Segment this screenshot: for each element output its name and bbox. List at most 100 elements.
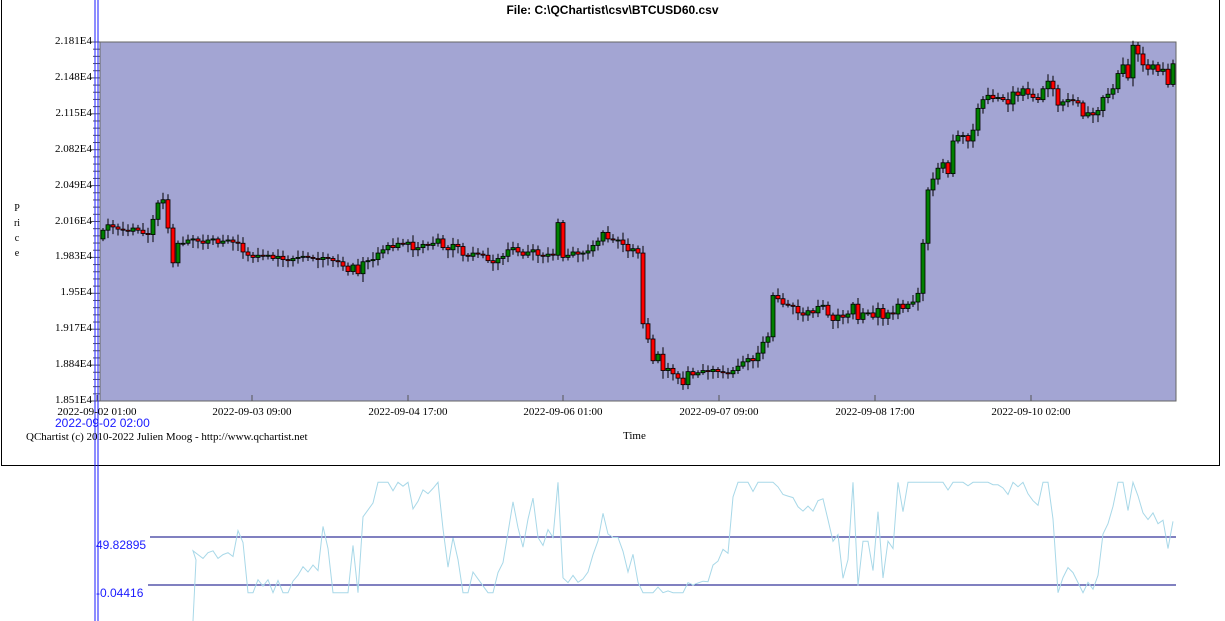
candle-down[interactable] — [680, 377, 686, 386]
candle-down[interactable] — [800, 312, 806, 316]
candle-down[interactable] — [125, 229, 131, 232]
candle-up[interactable] — [375, 252, 381, 260]
candle-up[interactable] — [470, 252, 476, 257]
candle-down[interactable] — [620, 239, 626, 245]
candle-up[interactable] — [985, 94, 991, 101]
candle-up[interactable] — [565, 254, 571, 258]
candle-down[interactable] — [1165, 68, 1171, 85]
candle-up[interactable] — [685, 371, 691, 386]
candle-down[interactable] — [535, 249, 541, 256]
candle-up[interactable] — [495, 258, 501, 264]
candle-up[interactable] — [395, 242, 401, 249]
candle-up[interactable] — [370, 259, 376, 262]
candle-up[interactable] — [320, 256, 326, 260]
candle-up[interactable] — [545, 253, 551, 257]
candle-down[interactable] — [855, 303, 861, 320]
candle-up[interactable] — [895, 303, 901, 315]
candle-down[interactable] — [355, 264, 361, 275]
candle-down[interactable] — [335, 260, 341, 263]
candle-up[interactable] — [860, 312, 866, 320]
candle-down[interactable] — [270, 254, 276, 259]
candle-down[interactable] — [235, 241, 241, 244]
candle-up[interactable] — [405, 241, 411, 245]
candle-up[interactable] — [430, 242, 436, 246]
candle-up[interactable] — [1160, 68, 1166, 72]
candle-up[interactable] — [385, 245, 391, 251]
candle-down[interactable] — [195, 238, 201, 242]
candle-down[interactable] — [440, 238, 446, 249]
candle-up[interactable] — [1100, 97, 1106, 111]
candle-up[interactable] — [505, 249, 511, 257]
candle-down[interactable] — [460, 246, 466, 256]
candle-up[interactable] — [100, 229, 106, 240]
candle-down[interactable] — [250, 254, 256, 258]
candle-up[interactable] — [190, 238, 196, 241]
candle-up[interactable] — [850, 303, 856, 315]
candle-up[interactable] — [740, 361, 746, 367]
candle-up[interactable] — [845, 313, 851, 318]
candle-down[interactable] — [640, 252, 646, 325]
candle-down[interactable] — [465, 254, 471, 257]
candle-up[interactable] — [1095, 110, 1101, 116]
candle-up[interactable] — [1170, 63, 1176, 85]
candle-up[interactable] — [360, 261, 366, 275]
candle-up[interactable] — [955, 135, 961, 142]
candle-down[interactable] — [280, 255, 286, 260]
candle-down[interactable] — [1000, 97, 1006, 101]
candle-up[interactable] — [920, 242, 926, 294]
candle-down[interactable] — [790, 304, 796, 307]
candle-up[interactable] — [380, 249, 386, 254]
candle-up[interactable] — [265, 254, 271, 257]
candle-up[interactable] — [980, 99, 986, 109]
candle-up[interactable] — [295, 256, 301, 259]
candle-up[interactable] — [1045, 80, 1051, 90]
candle-down[interactable] — [780, 298, 786, 305]
candle-down[interactable] — [650, 338, 656, 362]
candle-down[interactable] — [475, 252, 481, 255]
candle-down[interactable] — [705, 370, 711, 373]
candle-down[interactable] — [330, 258, 336, 262]
candle-up[interactable] — [1130, 44, 1136, 79]
candle-up[interactable] — [1040, 88, 1046, 101]
candle-up[interactable] — [925, 189, 931, 244]
candle-down[interactable] — [480, 253, 486, 256]
candle-up[interactable] — [255, 254, 261, 258]
candle-up[interactable] — [530, 249, 536, 253]
candle-down[interactable] — [540, 254, 546, 257]
candle-up[interactable] — [275, 255, 281, 259]
candle-up[interactable] — [695, 372, 701, 376]
candle-down[interactable] — [400, 242, 406, 245]
candle-down[interactable] — [810, 310, 816, 314]
candle-up[interactable] — [910, 301, 916, 305]
candle-up[interactable] — [930, 178, 936, 191]
candle-up[interactable] — [815, 305, 821, 314]
candle-up[interactable] — [745, 358, 751, 363]
candle-down[interactable] — [515, 247, 521, 253]
candle-up[interactable] — [960, 135, 966, 137]
candle-down[interactable] — [305, 255, 311, 258]
candle-down[interactable] — [345, 265, 351, 272]
candle-down[interactable] — [690, 371, 696, 376]
plot-area[interactable] — [99, 41, 1177, 402]
candle-up[interactable] — [220, 240, 226, 244]
candle-down[interactable] — [1005, 99, 1011, 105]
candle-up[interactable] — [970, 129, 976, 142]
candle-down[interactable] — [575, 251, 581, 255]
candle-down[interactable] — [880, 308, 886, 319]
candle-down[interactable] — [830, 314, 836, 321]
candle-up[interactable] — [975, 107, 981, 131]
candle-down[interactable] — [310, 256, 316, 259]
candle-up[interactable] — [150, 218, 156, 235]
candle-up[interactable] — [595, 240, 601, 246]
candle-up[interactable] — [300, 255, 306, 258]
candle-up[interactable] — [935, 167, 941, 180]
candle-down[interactable] — [1155, 64, 1161, 72]
candle-up[interactable] — [820, 304, 826, 307]
candle-down[interactable] — [135, 227, 141, 231]
candle-down[interactable] — [1145, 64, 1151, 70]
candle-up[interactable] — [1110, 88, 1116, 95]
candle-up[interactable] — [130, 227, 136, 232]
candle-up[interactable] — [1120, 64, 1126, 74]
candle-up[interactable] — [1010, 91, 1016, 105]
